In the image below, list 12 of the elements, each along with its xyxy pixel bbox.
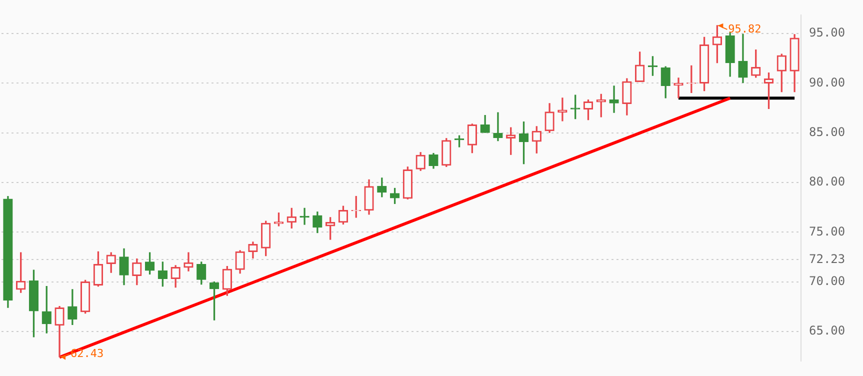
annotation: 95.82	[728, 22, 762, 36]
y-tick-label: 95.00	[809, 26, 846, 40]
y-tick-label: 70.00	[809, 274, 846, 288]
y-tick-label: 75.00	[809, 224, 846, 238]
annotation: 62.43	[70, 346, 104, 360]
y-tick-label: 72.23	[809, 252, 846, 266]
y-tick-label: 65.00	[809, 324, 846, 338]
candlestick	[493, 112, 503, 142]
y-tick-label: 85.00	[809, 124, 846, 139]
y-tick-label: 90.00	[809, 75, 846, 90]
candlestick	[609, 86, 619, 113]
y-tick-label: 80.00	[809, 174, 846, 189]
